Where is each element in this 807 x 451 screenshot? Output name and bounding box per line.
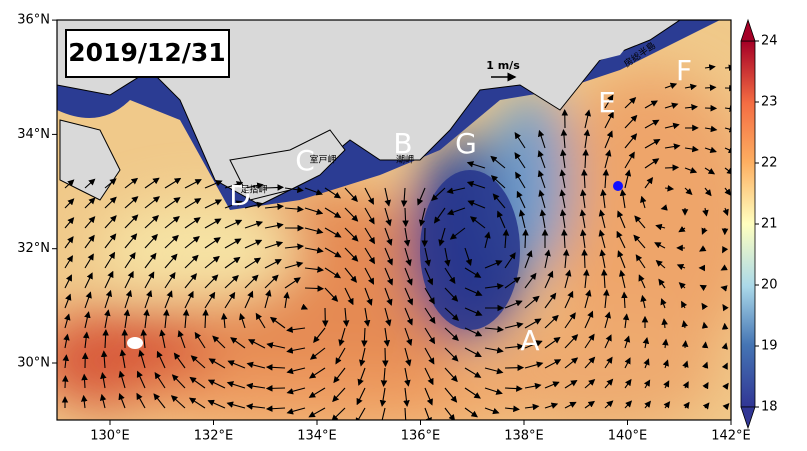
x-tick-label: 136°E: [401, 429, 441, 444]
y-tick-label: 36°N: [17, 13, 50, 28]
region-label: G: [455, 127, 477, 160]
place-label: 足摺岬: [240, 184, 267, 196]
region-label: A: [520, 324, 539, 357]
flow-arrow: [305, 288, 323, 289]
colorbar-tick-label: 24: [761, 34, 778, 49]
colorbar-tick-label: 21: [761, 217, 778, 232]
flow-arrow: [685, 341, 686, 348]
y-tick-label: 32°N: [17, 241, 50, 256]
x-tick-label: 140°E: [608, 429, 648, 444]
flow-arrow: [267, 388, 285, 389]
date-label: 2019/12/31: [68, 38, 225, 67]
flow-arrow: [705, 87, 715, 88]
ocean-field: [30, 20, 760, 430]
flow-arrow: [722, 287, 726, 288]
colorbar-tick-label: 20: [761, 278, 778, 293]
flow-arrow: [265, 187, 283, 188]
colorbar-tick-label: 19: [761, 339, 778, 354]
colorbar-tick-label: 18: [761, 400, 778, 415]
flow-arrow: [725, 67, 734, 68]
flow-arrow: [584, 250, 585, 268]
colorbar-tick-label: 23: [761, 95, 778, 110]
y-tick-label: 34°N: [17, 127, 50, 142]
region-label: F: [676, 54, 692, 87]
flow-arrow: [705, 343, 706, 349]
marker-point: [613, 181, 623, 191]
region-label: E: [598, 86, 616, 119]
x-tick-label: 130°E: [90, 429, 130, 444]
x-tick-label: 142°E: [711, 429, 751, 444]
flow-arrow: [662, 208, 665, 209]
scale-label: 1 m/s: [486, 59, 520, 72]
x-tick-label: 132°E: [194, 429, 234, 444]
region-label: D: [229, 179, 251, 212]
x-tick-label: 134°E: [297, 429, 337, 444]
place-label: 室戸岬: [309, 154, 336, 166]
y-tick-label: 30°N: [17, 356, 50, 371]
flow-arrow: [385, 348, 386, 366]
flow-arrow: [65, 376, 66, 388]
colorbar-tick-label: 22: [761, 156, 778, 171]
x-tick-label: 138°E: [504, 429, 544, 444]
flow-arrow: [665, 167, 678, 168]
place-label: 潮岬: [396, 154, 414, 166]
flow-arrow: [525, 230, 526, 248]
colorbar: 18 19 20 21 22 23 24: [741, 20, 778, 428]
